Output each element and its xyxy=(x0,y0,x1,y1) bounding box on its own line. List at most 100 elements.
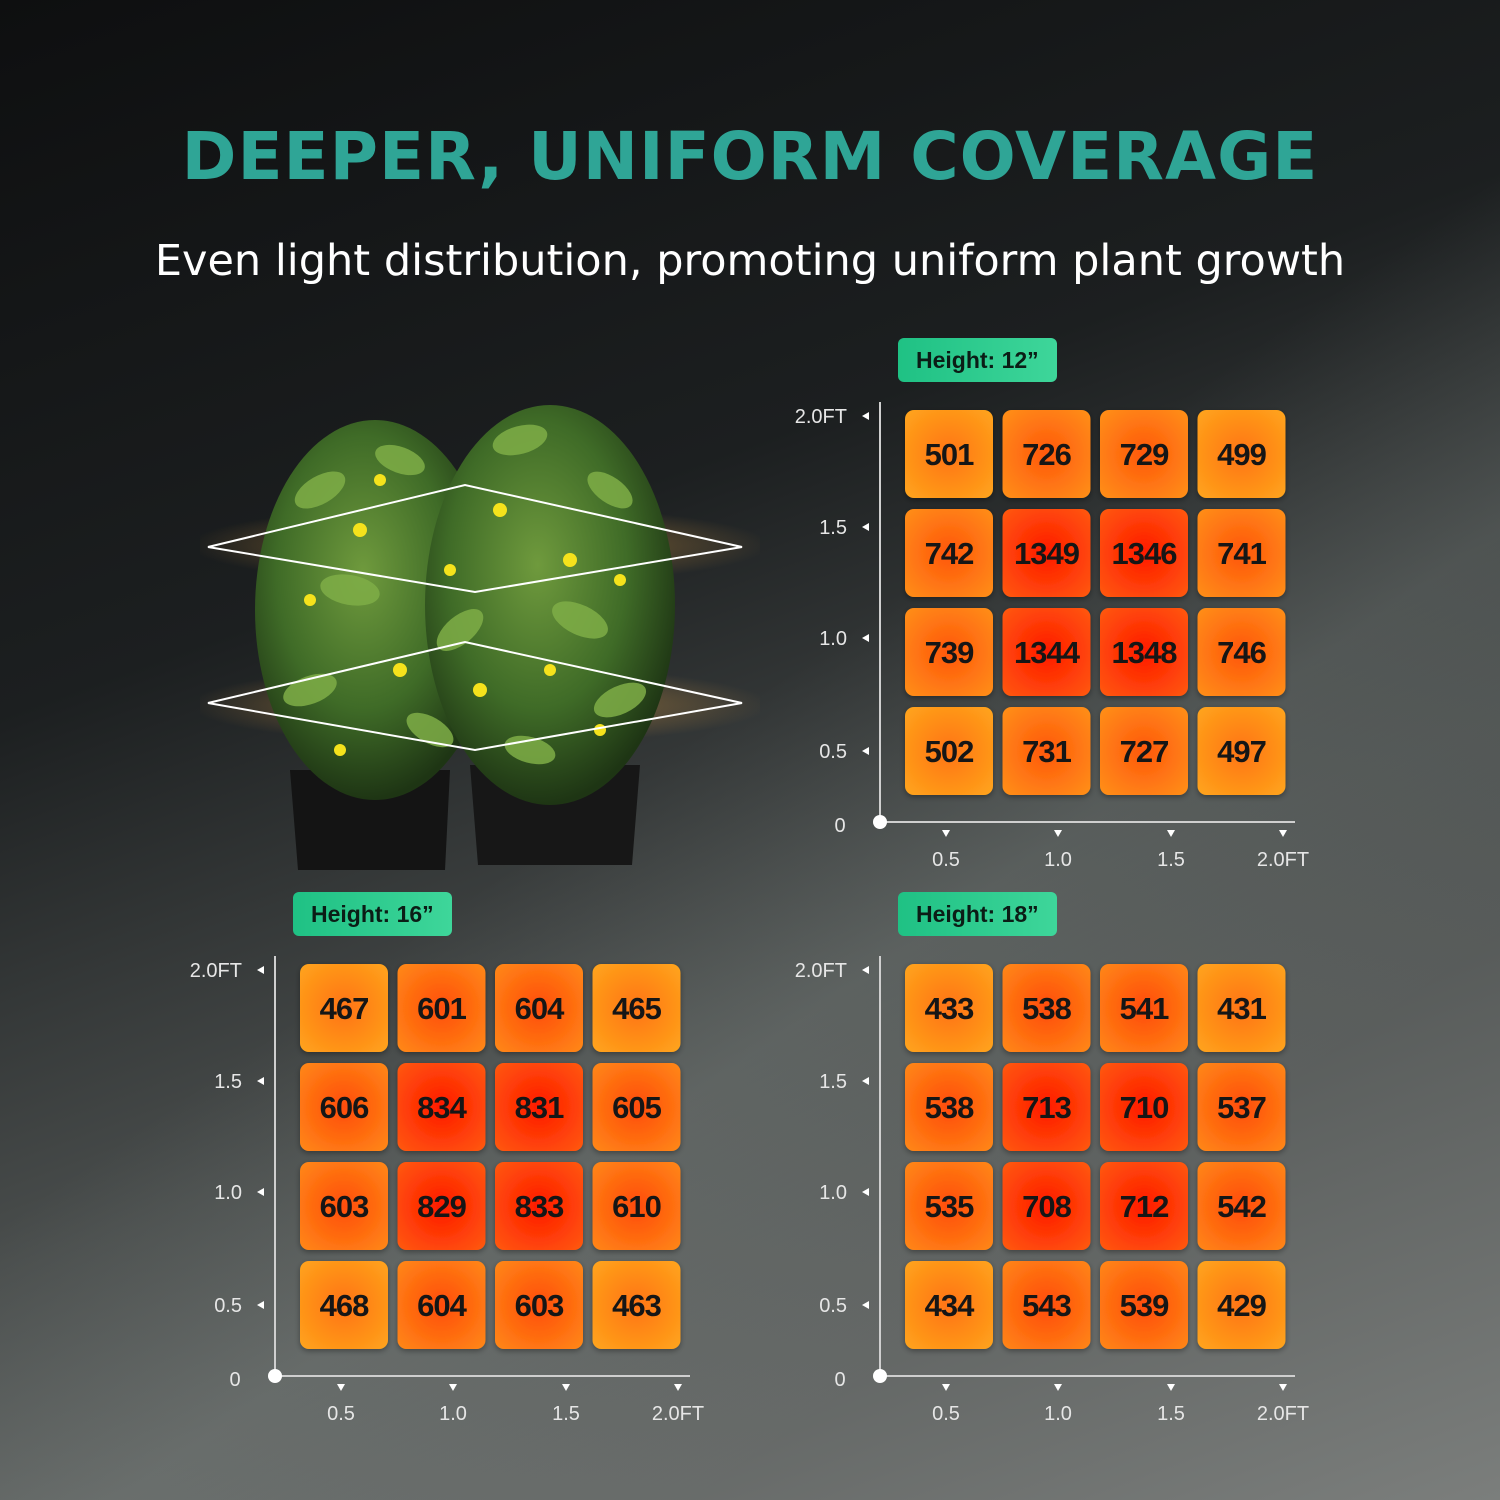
heatmap-cell-value: 603 xyxy=(320,1189,369,1224)
heatmap-cell-value: 604 xyxy=(417,1288,467,1323)
origin-label: 0 xyxy=(834,1369,845,1391)
heatmap-cell xyxy=(495,1063,583,1151)
y-tick-marker xyxy=(862,747,869,755)
heatmap-cell-value: 429 xyxy=(1217,1288,1266,1323)
y-tick-label: 0.5 xyxy=(819,1295,847,1317)
y-tick-label: 2.0FT xyxy=(190,960,242,982)
heatmap-cell-value: 434 xyxy=(925,1288,975,1323)
x-tick-marker xyxy=(1279,830,1287,837)
heatmap-cell-value: 726 xyxy=(1022,437,1071,472)
heatmap-cell xyxy=(905,410,993,498)
x-tick-marker xyxy=(942,830,950,837)
heatmap-cell xyxy=(397,1261,486,1349)
heatmap-cell-value: 1344 xyxy=(1014,635,1081,670)
heatmap-cell xyxy=(905,707,993,795)
heatmap-chart: 0 2.0FT 1.5 1.0 0.5 0.5 1.0 1.5 2.0FT 501 726 729 49… xyxy=(795,402,1309,871)
x-tick-label: 1.5 xyxy=(552,1403,580,1425)
heatmap-cell-value: 497 xyxy=(1217,734,1266,769)
origin-label: 0 xyxy=(229,1369,240,1391)
heatmap-cell xyxy=(1197,1261,1286,1349)
heatmap-cell-value: 601 xyxy=(417,991,466,1026)
y-tick-marker xyxy=(257,1188,264,1196)
height-badge: Height: 16” xyxy=(293,892,452,936)
x-tick-marker xyxy=(449,1384,457,1391)
heatmap-cell xyxy=(1100,707,1188,795)
y-tick-marker xyxy=(862,1077,869,1085)
heatmap-cell xyxy=(592,964,681,1052)
heatmap-cell xyxy=(397,964,486,1052)
x-tick-label: 1.5 xyxy=(1157,849,1185,871)
heatmap-chart: 0 2.0FT 1.5 1.0 0.5 0.5 1.0 1.5 2.0FT 467 601 604 46… xyxy=(190,956,704,1425)
heatmap-cell xyxy=(1002,509,1091,597)
heatmap-cell-value: 538 xyxy=(925,1090,974,1125)
heatmap-cell-value: 712 xyxy=(1120,1189,1169,1224)
axis-origin-dot xyxy=(268,1369,282,1383)
heatmap-cell-value: 468 xyxy=(320,1288,369,1323)
heatmap-cell xyxy=(905,608,993,696)
heatmap-cell-value: 604 xyxy=(515,991,565,1026)
heatmap-cell xyxy=(1100,964,1188,1052)
x-tick-marker xyxy=(674,1384,682,1391)
x-tick-label: 0.5 xyxy=(932,1403,960,1425)
heatmap-cell-value: 729 xyxy=(1120,437,1169,472)
heatmap-cell xyxy=(1002,410,1091,498)
heatmap-cell xyxy=(300,1261,388,1349)
heatmap-cell-value: 742 xyxy=(925,536,974,571)
x-tick-label: 1.0 xyxy=(439,1403,467,1425)
x-tick-marker xyxy=(1167,1384,1175,1391)
heatmap-cell xyxy=(495,1261,583,1349)
y-tick-marker xyxy=(257,966,264,974)
heatmap-cell xyxy=(1197,608,1286,696)
heatmap-cell-value: 605 xyxy=(612,1090,661,1125)
heatmap-cell-value: 502 xyxy=(925,734,974,769)
heatmap-cell-value: 834 xyxy=(417,1090,467,1125)
y-tick-marker xyxy=(257,1077,264,1085)
heatmap-cell-value: 603 xyxy=(515,1288,564,1323)
x-tick-label: 0.5 xyxy=(932,849,960,871)
heatmap-cell xyxy=(905,964,993,1052)
y-tick-marker xyxy=(862,523,869,531)
y-tick-label: 1.0 xyxy=(819,1182,847,1204)
heatmap-cell xyxy=(495,964,583,1052)
axis-origin-dot xyxy=(873,815,887,829)
heatmap-cell-value: 537 xyxy=(1217,1090,1266,1125)
heatmap-cell-value: 543 xyxy=(1022,1288,1071,1323)
x-tick-label: 1.5 xyxy=(1157,1403,1185,1425)
height-badge: Height: 12” xyxy=(898,338,1057,382)
heatmap-cell xyxy=(1197,964,1286,1052)
y-tick-marker xyxy=(257,1301,264,1309)
heatmap-cell-value: 433 xyxy=(925,991,974,1026)
x-tick-marker xyxy=(337,1384,345,1391)
axis-origin-dot xyxy=(873,1369,887,1383)
heatmap-cell xyxy=(905,509,993,597)
y-tick-marker xyxy=(862,412,869,420)
x-tick-label: 1.0 xyxy=(1044,849,1072,871)
heatmap-panel-18in: Height: 18” 0 2.0FT 1.5 1.0 0.5 0.5 1.0 1.5 2.0F… xyxy=(780,892,1340,1432)
heatmap-cell xyxy=(1002,608,1091,696)
heatmap-cell xyxy=(1100,509,1188,597)
heatmap-cell-value: 463 xyxy=(612,1288,661,1323)
heatmap-cell xyxy=(1197,1063,1286,1151)
x-tick-label: 2.0FT xyxy=(652,1403,704,1425)
x-tick-marker xyxy=(1054,830,1062,837)
y-tick-marker xyxy=(862,1301,869,1309)
heatmap-cell xyxy=(905,1063,993,1151)
height-badge: Height: 18” xyxy=(898,892,1057,936)
heatmap-cell-value: 538 xyxy=(1022,991,1071,1026)
heatmap-cell xyxy=(1100,1261,1188,1349)
heatmap-cell-value: 708 xyxy=(1022,1189,1071,1224)
heatmap-cell-value: 431 xyxy=(1217,991,1266,1026)
y-tick-label: 1.5 xyxy=(214,1071,242,1093)
heatmap-cell xyxy=(300,1063,388,1151)
heatmap-cell-value: 713 xyxy=(1022,1090,1071,1125)
heatmap-cell xyxy=(495,1162,583,1250)
heatmap-cell xyxy=(905,1261,993,1349)
heatmap-cell-value: 746 xyxy=(1217,635,1266,670)
x-tick-label: 2.0FT xyxy=(1257,1403,1309,1425)
heatmap-cell-value: 1348 xyxy=(1112,635,1178,670)
page-subtitle: Even light distribution, promoting unifo… xyxy=(154,236,1346,286)
y-tick-label: 1.5 xyxy=(819,517,847,539)
heatmap-cell-value: 833 xyxy=(515,1189,564,1224)
x-tick-marker xyxy=(1279,1384,1287,1391)
heatmap-cell-value: 727 xyxy=(1120,734,1169,769)
